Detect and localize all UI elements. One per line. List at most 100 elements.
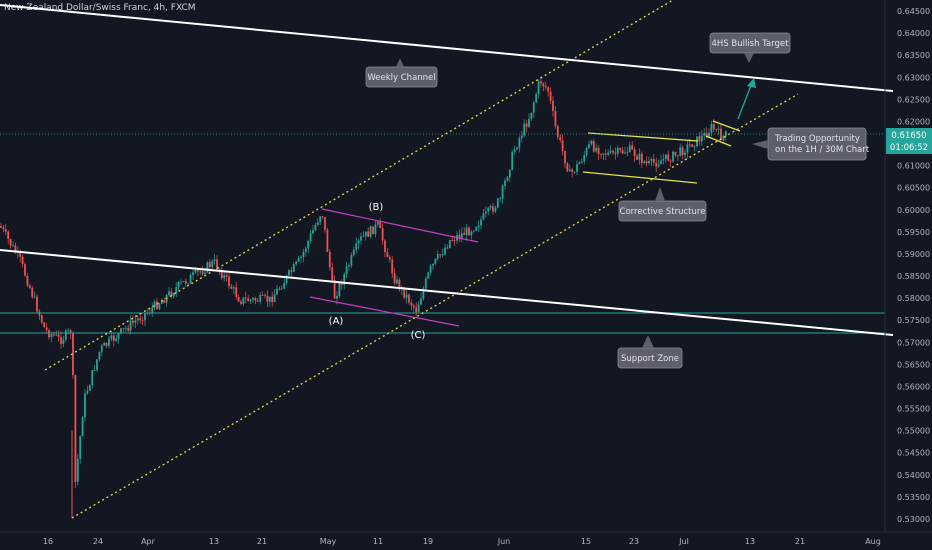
candle-body — [475, 227, 478, 231]
x-tick-label: 23 — [629, 537, 639, 546]
candle-body — [381, 228, 384, 241]
candle-body — [571, 169, 574, 172]
bullish-arrow-line — [737, 82, 753, 120]
wedge-upper-line — [321, 208, 479, 243]
time-axis[interactable]: 16 24 Apr 13 21 May 11 19 Jun 15 23 Jul 13 21 Aug — [0, 531, 932, 546]
candle-body — [638, 153, 641, 160]
candle-body — [163, 300, 166, 303]
candle-body — [465, 227, 468, 235]
x-tick-label: 13 — [209, 537, 219, 546]
candle-body — [69, 330, 72, 334]
candle-body — [628, 145, 631, 152]
candle-body — [93, 370, 96, 371]
channel-upper-line — [44, 0, 674, 371]
candle-body — [352, 249, 355, 256]
candle-body — [532, 102, 535, 113]
price-axis[interactable]: 0.64500 0.64000 0.63500 0.63000 0.62500 0.620… — [884, 0, 930, 532]
candle-body — [187, 283, 190, 285]
y-tick-label: 0.57500 — [897, 316, 930, 325]
callout-weekly-channel[interactable]: Weekly Channel — [365, 58, 438, 88]
candle-body — [585, 148, 588, 156]
candle-body — [520, 135, 523, 139]
candle-body — [328, 251, 331, 268]
candle-body — [607, 152, 610, 155]
candle-body — [439, 254, 442, 256]
candle-body — [501, 185, 504, 199]
candle-body — [321, 216, 324, 218]
candle-body — [568, 169, 571, 172]
y-tick-label: 0.60500 — [897, 184, 930, 193]
candle-body — [196, 269, 199, 272]
candle-body — [432, 263, 434, 266]
candle-body — [614, 152, 617, 154]
y-tick-label: 0.60000 — [897, 206, 930, 215]
candle-body — [170, 291, 173, 297]
candle-body — [388, 257, 391, 260]
candle-body — [636, 156, 638, 160]
candle-body — [648, 161, 650, 164]
y-tick-label: 0.56500 — [897, 360, 930, 369]
candle-body — [242, 297, 245, 304]
candle-body — [362, 236, 365, 237]
candle-body — [168, 291, 170, 296]
trading-opportunity-line-1: Trading Opportunity — [774, 134, 860, 144]
candle-body — [326, 229, 329, 252]
candle-body — [588, 144, 590, 149]
x-tick-label: 16 — [43, 537, 53, 546]
candle-body — [117, 333, 120, 339]
callout-trading-opportunity[interactable]: Trading Opportunity on the 1H / 30M Char… — [752, 127, 870, 161]
x-tick-label: 21 — [795, 537, 805, 546]
candle-body — [496, 198, 499, 208]
candle-body — [655, 162, 658, 167]
candle-body — [96, 359, 98, 371]
candle-body — [127, 327, 130, 331]
candle-body — [172, 293, 175, 297]
candle-body — [50, 334, 53, 338]
candle-body — [336, 295, 338, 299]
candle-body — [703, 133, 706, 136]
candle-body — [688, 144, 691, 146]
candle-body — [657, 164, 660, 167]
x-tick-label: 13 — [745, 537, 755, 546]
flag-upper-line — [712, 120, 741, 132]
candle-body — [271, 296, 274, 303]
candle-body — [681, 147, 684, 156]
candle-body — [477, 225, 480, 228]
candle-body — [624, 152, 626, 154]
candle-body — [693, 146, 696, 148]
y-tick-label: 0.62500 — [897, 95, 930, 104]
candle-body — [448, 240, 451, 248]
candle-body — [556, 126, 559, 138]
candle-body — [463, 233, 466, 235]
candle-body — [144, 313, 146, 321]
candle-body — [405, 294, 408, 298]
candle-body — [357, 240, 360, 244]
candle-body — [590, 140, 593, 145]
candle-body — [480, 219, 482, 226]
candle-body — [132, 320, 134, 323]
callout-bullish-target[interactable]: 4HS Bullish Target — [709, 32, 791, 63]
candle-body — [705, 133, 708, 138]
candle-body — [710, 124, 713, 133]
candle-body — [184, 281, 187, 284]
callout-corrective-structure[interactable]: Corrective Structure — [618, 187, 707, 222]
candle-body — [264, 295, 266, 296]
y-tick-label: 0.62000 — [897, 117, 930, 126]
candle-body — [199, 271, 202, 273]
candle-body — [235, 287, 238, 297]
candle-body — [292, 264, 295, 272]
wedge-lower-line — [309, 296, 460, 327]
candle-body — [312, 230, 314, 234]
candle-body — [652, 158, 655, 163]
candle-body — [259, 295, 262, 302]
candle-body — [499, 198, 502, 200]
candle-body — [182, 281, 185, 282]
candle-body — [369, 226, 372, 237]
candle-body — [350, 255, 353, 266]
candle-body — [158, 303, 161, 310]
candle-body — [420, 298, 422, 305]
candle-body — [511, 152, 514, 170]
candle-body — [506, 177, 509, 181]
callout-support-zone[interactable]: Support Zone — [617, 335, 683, 369]
